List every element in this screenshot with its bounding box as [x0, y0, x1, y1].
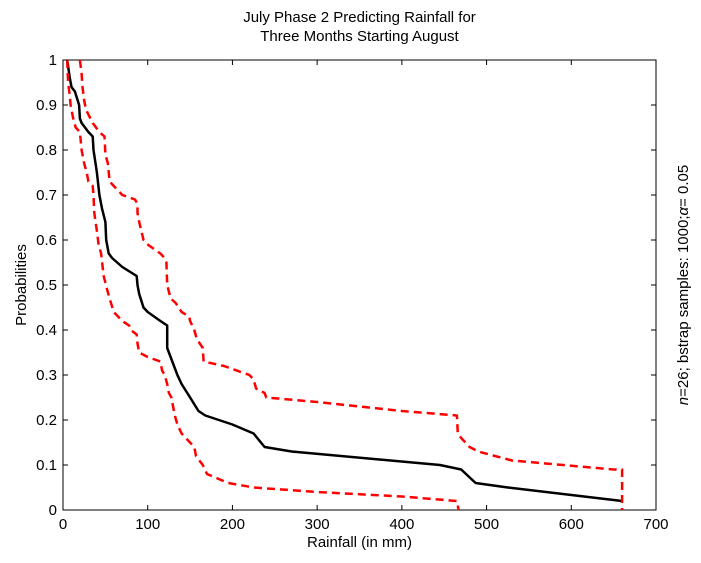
series-group	[65, 59, 624, 511]
sample-info-text: =26; bstrap samples: 1000;	[675, 215, 692, 396]
x-tick-label: 600	[559, 516, 584, 533]
sample-size-symbol: n	[675, 397, 692, 405]
y-tick-label: 1	[49, 52, 57, 69]
series-line-estimate	[65, 59, 623, 503]
alpha-value: = 0.05	[675, 165, 692, 207]
x-tick-label: 100	[135, 516, 160, 533]
y-tick-label: 0.6	[36, 232, 57, 249]
alpha-symbol: α	[675, 206, 692, 215]
y-axis-label: Probabilities	[13, 244, 30, 326]
x-tick-label: 500	[474, 516, 499, 533]
x-tick-label: 0	[59, 516, 67, 533]
y-tick-label: 0.8	[36, 142, 57, 159]
y-tick-label: 0.5	[36, 277, 57, 294]
y-tick-label: 0	[49, 502, 57, 519]
chart-title-line: Three Months Starting August	[260, 28, 459, 45]
chart-title: July Phase 2 Predicting Rainfall for Thre…	[243, 9, 476, 45]
y-tick-label: 0.1	[36, 457, 57, 474]
chart-title-line: July Phase 2 Predicting Rainfall for	[243, 9, 476, 26]
y-tick-label: 0.9	[36, 97, 57, 114]
y-tick-label: 0.4	[36, 322, 57, 339]
series-line-upper-bound	[78, 59, 624, 510]
x-tick-label: 400	[389, 516, 414, 533]
y-tick-label: 0.2	[36, 412, 57, 429]
x-axis-label: Rainfall (in mm)	[307, 534, 412, 551]
plot-area	[62, 59, 657, 511]
x-tick-label: 200	[220, 516, 245, 533]
x-axis-ticks: 0 100 200 300 400 500 600 700	[59, 60, 669, 533]
x-tick-label: 300	[305, 516, 330, 533]
x-tick-label: 700	[643, 516, 668, 533]
y-axis-ticks: 0 0.1 0.2 0.3 0.4 0.5 0.6 0.7 0.8 0.9 1	[36, 52, 656, 519]
series-line-lower-bound	[65, 59, 460, 511]
y-tick-label: 0.3	[36, 367, 57, 384]
y-tick-label: 0.7	[36, 187, 57, 204]
sample-info-note: n=26; bstrap samples: 1000;α= 0.05	[675, 165, 692, 405]
